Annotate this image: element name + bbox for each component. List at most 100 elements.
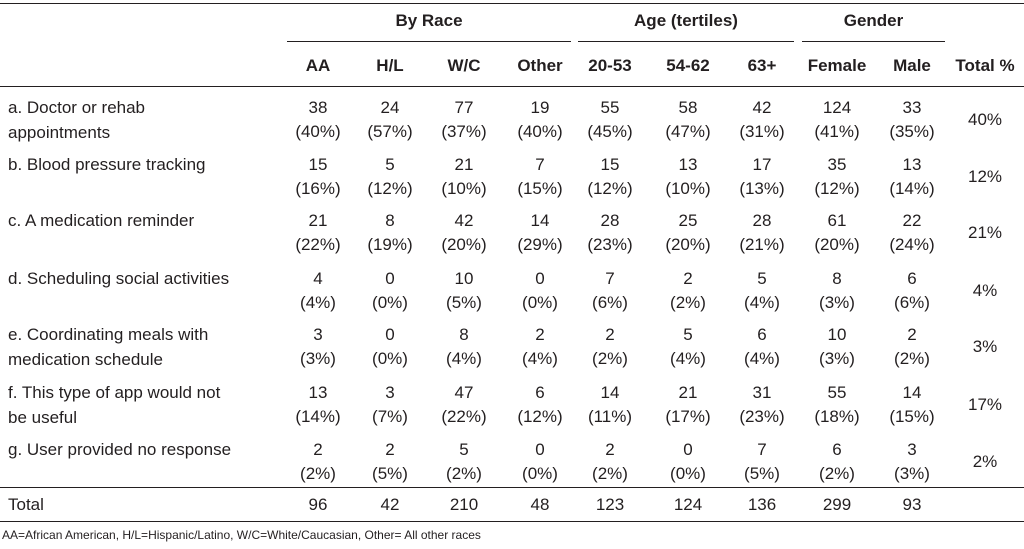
percent-cell: (19%) [367,235,413,254]
bottom-rule [0,521,1024,522]
row-label: d. Scheduling social activities [8,266,229,316]
percent-cell: (5%) [372,464,408,483]
column-header: Male [893,56,931,75]
percent-cell: (6%) [894,293,930,312]
percent-cell: (4%) [446,349,482,368]
total-row-cell: 48 [530,495,550,514]
total-rule [0,487,1024,488]
count-cell: 77 [454,98,474,117]
percent-cell: (12%) [587,179,633,198]
count-cell: 42 [752,98,772,117]
percent-cell: (20%) [665,235,711,254]
row-label-line: d. Scheduling social activities [8,269,230,288]
percent-cell: (2%) [894,349,930,368]
count-cell: 21 [678,383,698,402]
total-percent-cell: 3% [972,337,998,356]
row-label-line: e. Coordinating meals with [8,325,209,344]
count-cell: 13 [308,383,328,402]
percent-cell: (0%) [372,349,408,368]
count-cell: 13 [902,155,922,174]
percent-cell: (22%) [441,407,487,426]
row-label-line: appointments [8,123,111,142]
count-cell: 8 [459,325,469,344]
count-cell: 24 [380,98,400,117]
percent-cell: (2%) [670,293,706,312]
percent-cell: (2%) [592,464,628,483]
row-label: g. User provided no response [8,437,231,487]
percent-cell: (2%) [446,464,482,483]
count-cell: 47 [454,383,474,402]
percent-cell: (3%) [894,464,930,483]
count-cell: 2 [907,325,917,344]
count-cell: 10 [827,325,847,344]
gender-group-underline [802,41,945,42]
total-percent-cell: 12% [967,167,1003,186]
percent-cell: (10%) [665,179,711,198]
count-cell: 35 [827,155,847,174]
percent-cell: (12%) [367,179,413,198]
row-label-line [8,291,229,316]
group-header-race: By Race [395,11,463,30]
count-cell: 21 [308,211,328,230]
percent-cell: (2%) [300,464,336,483]
count-cell: 0 [535,269,545,288]
row-label: f. This type of app would not be useful [8,380,220,430]
count-cell: 6 [535,383,545,402]
percent-cell: (23%) [587,235,633,254]
count-cell: 2 [605,440,615,459]
count-cell: 124 [822,98,852,117]
row-label: a. Doctor or rehab appointments [8,95,145,145]
total-percent-cell: 40% [967,110,1003,129]
percent-cell: (15%) [889,407,935,426]
percent-cell: (22%) [295,235,341,254]
percent-cell: (4%) [744,293,780,312]
count-cell: 0 [385,325,395,344]
row-label-line [8,177,206,202]
group-header-gender: Gender [843,11,904,30]
row-label-line: g. User provided no response [8,440,232,459]
percent-cell: (23%) [739,407,785,426]
percent-cell: (0%) [372,293,408,312]
count-cell: 42 [454,211,474,230]
column-header: AA [305,56,331,75]
count-cell: 28 [600,211,620,230]
count-cell: 2 [683,269,693,288]
count-cell: 0 [683,440,693,459]
percent-cell: (0%) [670,464,706,483]
count-cell: 33 [902,98,922,117]
percent-cell: (41%) [814,122,860,141]
percent-cell: (20%) [814,235,860,254]
count-cell: 3 [313,325,323,344]
count-cell: 6 [832,440,842,459]
count-cell: 8 [385,211,395,230]
column-header: 20-53 [588,56,632,75]
count-cell: 14 [530,211,550,230]
count-cell: 7 [605,269,615,288]
column-header: Other [517,56,563,75]
header-rule [0,86,1024,87]
percent-cell: (17%) [665,407,711,426]
percent-cell: (57%) [367,122,413,141]
total-row-cell: 210 [449,495,479,514]
percent-cell: (13%) [739,179,785,198]
column-header: Total % [955,56,1015,75]
row-label-line: b. Blood pressure tracking [8,155,206,174]
count-cell: 4 [313,269,323,288]
count-cell: 55 [600,98,620,117]
percent-cell: (4%) [522,349,558,368]
total-row-cell: 42 [380,495,400,514]
row-label: c. A medication reminder [8,208,194,258]
total-row-cell: 93 [902,495,922,514]
percent-cell: (11%) [587,407,633,426]
count-cell: 5 [459,440,469,459]
race-group-underline [287,41,571,42]
percent-cell: (5%) [744,464,780,483]
count-cell: 2 [313,440,323,459]
total-row-cell: 124 [673,495,703,514]
count-cell: 15 [600,155,620,174]
count-cell: 5 [385,155,395,174]
column-header: H/L [376,56,404,75]
total-percent-cell: 4% [972,281,998,300]
row-label: e. Coordinating meals with medication sch… [8,322,208,372]
count-cell: 3 [385,383,395,402]
